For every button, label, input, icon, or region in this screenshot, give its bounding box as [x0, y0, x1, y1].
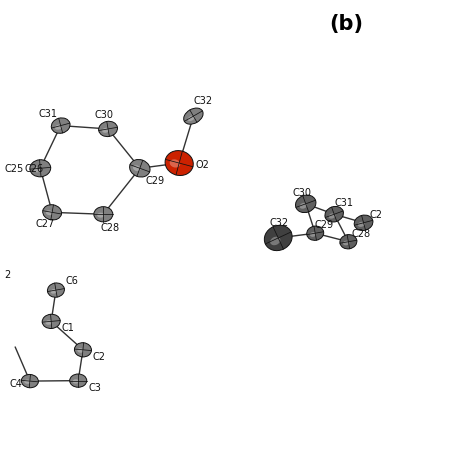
- Ellipse shape: [30, 160, 51, 177]
- Text: 2: 2: [5, 270, 11, 280]
- Text: C2: C2: [93, 352, 106, 362]
- Text: C26: C26: [25, 164, 44, 174]
- Text: C29: C29: [146, 176, 165, 186]
- Ellipse shape: [99, 121, 118, 137]
- Text: C4: C4: [9, 379, 22, 389]
- Ellipse shape: [46, 320, 52, 325]
- Ellipse shape: [133, 165, 140, 171]
- Ellipse shape: [47, 283, 64, 297]
- Text: C29: C29: [315, 219, 334, 230]
- Ellipse shape: [43, 205, 62, 220]
- Ellipse shape: [77, 348, 84, 353]
- Ellipse shape: [300, 203, 307, 209]
- Ellipse shape: [51, 118, 70, 133]
- Text: (b): (b): [329, 14, 363, 34]
- Text: C32: C32: [193, 96, 212, 106]
- Text: C28: C28: [101, 222, 120, 233]
- Ellipse shape: [307, 226, 324, 240]
- Ellipse shape: [270, 237, 281, 245]
- Text: O2: O2: [195, 160, 209, 170]
- Ellipse shape: [340, 235, 357, 249]
- Ellipse shape: [94, 207, 113, 222]
- Ellipse shape: [73, 379, 79, 383]
- Text: C31: C31: [335, 198, 354, 208]
- Ellipse shape: [97, 213, 104, 218]
- Text: C31: C31: [39, 109, 58, 119]
- Text: C1: C1: [62, 323, 74, 333]
- Text: C27: C27: [36, 219, 55, 229]
- Ellipse shape: [310, 232, 316, 237]
- Text: C30: C30: [95, 109, 114, 120]
- Ellipse shape: [129, 159, 150, 177]
- Ellipse shape: [188, 116, 195, 121]
- Ellipse shape: [34, 167, 41, 173]
- Ellipse shape: [70, 374, 87, 387]
- Ellipse shape: [55, 125, 62, 130]
- Ellipse shape: [21, 374, 38, 388]
- Ellipse shape: [74, 343, 91, 357]
- Ellipse shape: [42, 314, 60, 328]
- Ellipse shape: [343, 241, 349, 246]
- Ellipse shape: [46, 210, 53, 215]
- Ellipse shape: [325, 206, 344, 222]
- Text: C25: C25: [5, 164, 24, 174]
- Ellipse shape: [165, 151, 193, 175]
- Text: C32: C32: [269, 218, 288, 228]
- Ellipse shape: [328, 213, 336, 219]
- Text: C3: C3: [88, 383, 101, 393]
- Text: C2: C2: [369, 210, 382, 220]
- Ellipse shape: [102, 128, 109, 133]
- Text: C30: C30: [293, 188, 312, 198]
- Ellipse shape: [24, 380, 31, 384]
- Ellipse shape: [354, 215, 373, 230]
- Text: C28: C28: [352, 228, 371, 239]
- Ellipse shape: [295, 195, 316, 213]
- Ellipse shape: [264, 225, 292, 251]
- Ellipse shape: [170, 159, 180, 168]
- Text: C6: C6: [65, 275, 78, 286]
- Ellipse shape: [51, 289, 57, 294]
- Ellipse shape: [184, 108, 203, 124]
- Ellipse shape: [358, 222, 365, 227]
